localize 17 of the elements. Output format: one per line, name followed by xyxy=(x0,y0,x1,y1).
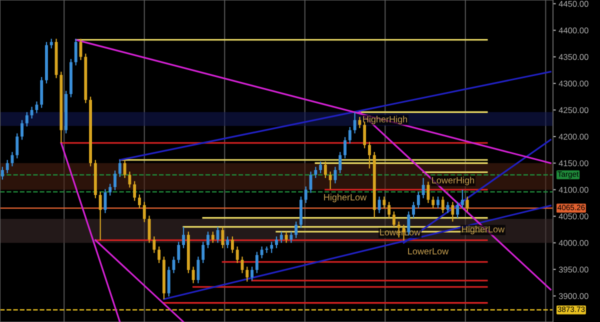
annotation: LowerHigh xyxy=(432,176,474,186)
annotation: LowerLow xyxy=(408,248,449,254)
y-tick-label: 4150.00 xyxy=(558,160,588,166)
annotation: HigherLow xyxy=(462,226,505,234)
y-tick-label: 4050.00 xyxy=(558,213,588,220)
y-tick-label: 3900.00 xyxy=(558,293,588,300)
y-tick-label: 4000.00 xyxy=(558,240,588,246)
y-tick-label: 4350.00 xyxy=(558,54,588,60)
y-tick-label: 4250.00 xyxy=(558,107,588,114)
annotation: HigherLow xyxy=(324,194,367,202)
y-tick-label: 4100.00 xyxy=(558,186,588,193)
annotation: HigherHigh xyxy=(363,116,407,124)
y-tick-label: 3950.00 xyxy=(558,266,588,272)
y-tick-label: 4300.00 xyxy=(558,80,588,87)
y-tick-label: 4450.00 xyxy=(558,0,588,7)
y-tick-label: 4400.00 xyxy=(558,27,588,34)
y-tick-label: 4200.00 xyxy=(558,134,588,140)
